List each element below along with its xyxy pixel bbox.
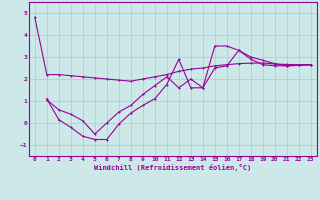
X-axis label: Windchill (Refroidissement éolien,°C): Windchill (Refroidissement éolien,°C): [94, 164, 252, 171]
